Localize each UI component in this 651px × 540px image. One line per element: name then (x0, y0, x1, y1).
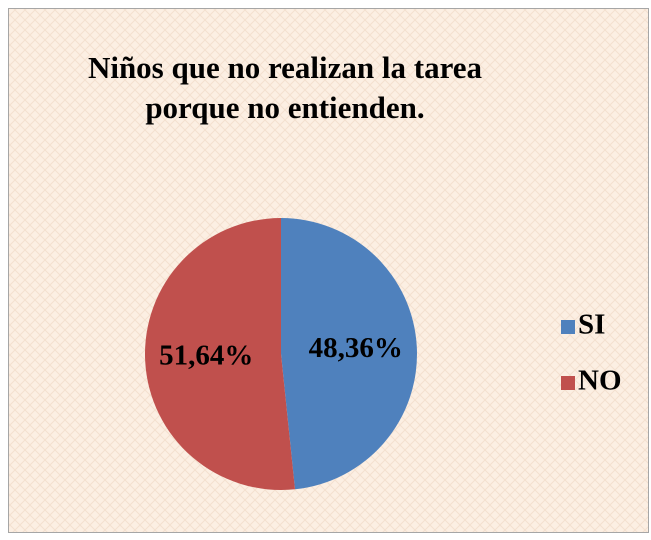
legend-label: SI (578, 309, 605, 341)
title-box: Niños que no realizan la tarea porque no… (87, 50, 483, 125)
legend-swatch (561, 376, 575, 390)
legend-swatch (561, 320, 575, 334)
legend: SI NO (561, 309, 622, 397)
pie-slice (144, 218, 295, 490)
chart-title: Niños que no realizan la tarea porque no… (87, 50, 483, 125)
pie-slice (281, 218, 417, 490)
data-label: 51,64% (159, 340, 253, 372)
legend-label: NO (578, 365, 622, 397)
data-label: 48,36% (309, 332, 403, 364)
pie: 48,36% 51,64% (144, 218, 417, 490)
